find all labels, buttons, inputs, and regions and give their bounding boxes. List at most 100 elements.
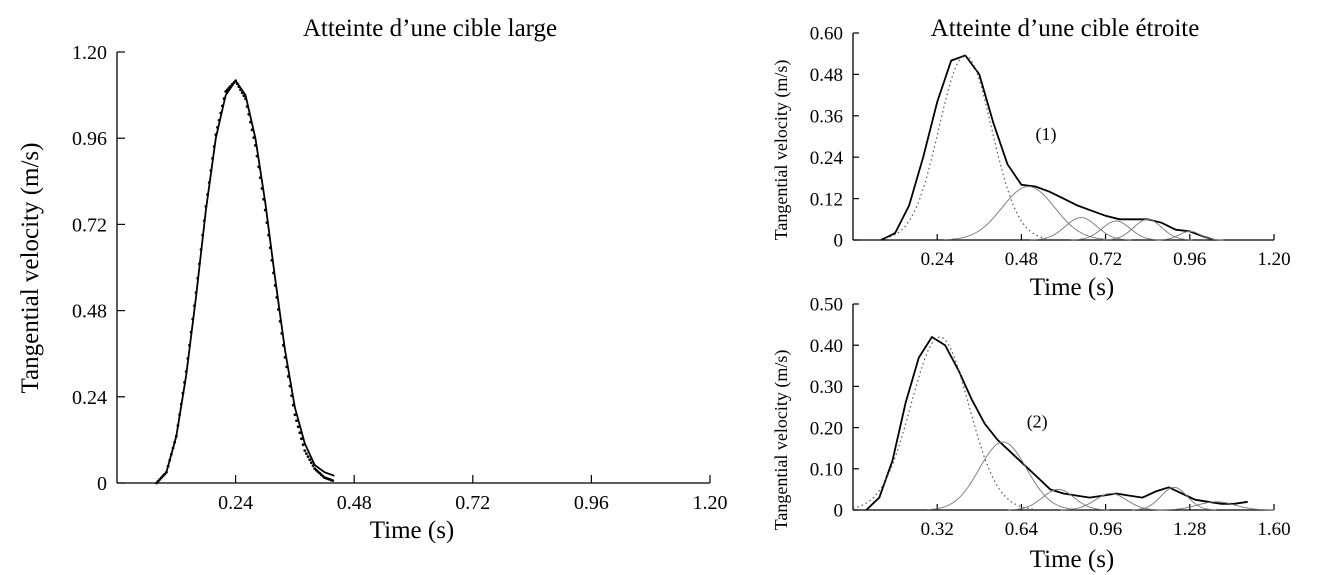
data-point [309, 461, 313, 465]
data-point [225, 88, 229, 92]
x-tick-label: 1.60 [1257, 519, 1290, 540]
data-point [293, 413, 297, 417]
data-point [285, 365, 289, 369]
y-tick-label: 0.48 [72, 301, 107, 323]
data-point [250, 128, 254, 132]
data-point [214, 133, 218, 137]
data-point [161, 474, 165, 478]
x-tick-label: 0.96 [574, 492, 609, 514]
data-point [166, 464, 170, 468]
data-point [260, 187, 264, 190]
data-point [184, 370, 188, 374]
data-point [273, 284, 277, 287]
series-submovement-4 [1071, 220, 1162, 241]
series-submovement-6 [1156, 230, 1224, 241]
data-point [270, 258, 274, 262]
data-point [183, 381, 186, 384]
data-point [160, 476, 163, 480]
data-point [229, 84, 233, 88]
data-point [156, 479, 160, 483]
data-point [244, 97, 247, 101]
y-axis-label: Tangential velocity (m/s) [771, 350, 792, 531]
x-tick-label: 0.24 [218, 492, 253, 514]
data-point [196, 276, 200, 280]
x-tick-label: 0.48 [337, 492, 372, 514]
data-point [191, 317, 195, 321]
data-point [221, 104, 224, 108]
y-tick-label: 0.96 [72, 128, 107, 150]
data-point [277, 308, 280, 311]
data-point [234, 79, 238, 83]
data-point [253, 143, 257, 147]
data-point [181, 391, 185, 395]
data-point [290, 394, 294, 398]
y-tick-label: 0.30 [810, 377, 843, 398]
data-point [295, 419, 298, 423]
data-point [227, 86, 231, 90]
data-point [193, 304, 196, 308]
data-point [239, 88, 242, 92]
data-point [275, 296, 279, 299]
data-point [280, 331, 284, 335]
series-submovement-6 [1157, 501, 1274, 511]
series-submovement-3 [1030, 217, 1132, 241]
y-tick-label: 0.36 [810, 106, 843, 127]
data-point [189, 330, 193, 334]
series-dotted-points [155, 79, 335, 485]
x-axis-label: Time (s) [1030, 274, 1115, 301]
data-point [247, 112, 251, 116]
x-tick-label: 1.20 [693, 492, 728, 514]
data-point [283, 355, 287, 359]
y-tick-label: 0.60 [810, 24, 843, 45]
y-axis-label: Tangential velocity (m/s) [17, 143, 44, 394]
data-point [224, 90, 228, 93]
y-tick-label: 0 [834, 501, 844, 522]
data-point [296, 425, 300, 429]
data-point [155, 481, 158, 485]
data-point [197, 262, 201, 266]
series-measured-line [155, 79, 335, 484]
data-point [240, 91, 244, 95]
data-point [165, 470, 168, 474]
data-point [298, 431, 302, 435]
data-point [252, 136, 256, 140]
data-point [300, 437, 303, 441]
data-point [281, 343, 285, 347]
data-point [230, 82, 234, 86]
x-tick-label: 1.20 [1257, 249, 1290, 270]
x-axis-label: Time (s) [370, 517, 455, 544]
series-submovement-2 [927, 441, 1079, 511]
y-axis-label: Tangential velocity (m/s) [771, 60, 792, 241]
series-submovement-2 [944, 186, 1113, 241]
data-point [174, 434, 178, 438]
data-point [173, 440, 177, 444]
y-tick-label: 0.50 [810, 295, 843, 316]
y-tick-label: 0.20 [810, 418, 843, 439]
chart-narrow-target-1: Atteinte d’une cible étroite Time (s) Ta… [771, 15, 1291, 301]
series-measured-line [880, 54, 1215, 241]
x-tick-label: 1.28 [1173, 519, 1206, 540]
data-point [291, 403, 295, 407]
data-point [308, 458, 312, 462]
x-tick-label: 0.64 [1005, 519, 1039, 540]
data-point [305, 452, 308, 456]
data-point [242, 94, 246, 98]
series-submovement-3 [1007, 488, 1109, 511]
data-point [278, 319, 282, 323]
data-point [311, 464, 315, 468]
y-tick-label: 0.10 [810, 459, 843, 480]
y-tick-label: 0 [97, 473, 107, 495]
data-point [263, 208, 267, 212]
y-tick-label: 0.12 [810, 189, 843, 210]
data-point [255, 154, 259, 158]
x-tick-label: 0.32 [921, 519, 954, 540]
chart-large-target: Atteinte d’une cible large Time (s) Tang… [17, 15, 728, 544]
data-point [176, 424, 180, 427]
data-point [179, 402, 183, 406]
data-point [331, 479, 335, 483]
x-tick-label: 0.48 [1005, 249, 1038, 270]
x-tick-label: 0.72 [1089, 249, 1122, 270]
series-primary-submovement [881, 54, 1050, 240]
data-point [306, 455, 310, 459]
